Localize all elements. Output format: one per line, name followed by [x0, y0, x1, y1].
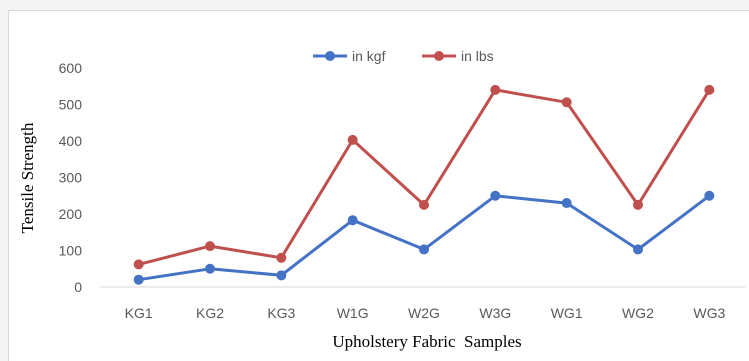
legend-marker [434, 51, 444, 61]
y-axis: 0 100 200 300 400 500 600 [59, 60, 83, 295]
legend-label: in lbs [461, 48, 494, 64]
y-tick-label: 200 [59, 206, 83, 222]
y-tick-label: 600 [59, 60, 83, 76]
y-tick-label: 300 [59, 170, 83, 186]
legend-marker [325, 51, 335, 61]
y-tick-label: 400 [59, 133, 83, 149]
data-point [561, 198, 572, 209]
x-tick-label: WG2 [622, 305, 654, 321]
data-point [419, 199, 429, 210]
x-tick-label: W2G [408, 305, 440, 321]
data-point [704, 190, 715, 201]
data-point [347, 215, 358, 226]
data-point [633, 244, 643, 255]
x-axis: KG1 KG2 KG3 W1G W2G W3G WG1 WG2 WG3 [125, 305, 726, 321]
legend-item: in kgf [313, 48, 386, 64]
data-point [490, 190, 501, 201]
x-tick-label: KG2 [196, 305, 224, 321]
data-point [276, 270, 287, 281]
data-point [133, 274, 144, 285]
legend-item: in lbs [422, 48, 494, 64]
data-point [419, 244, 429, 255]
data-point [276, 252, 287, 263]
y-tick-label: 100 [59, 243, 83, 259]
x-tick-label: W1G [337, 305, 369, 321]
plot-area [133, 84, 715, 285]
data-point [133, 259, 144, 270]
x-tick-label: WG1 [551, 305, 583, 321]
data-point [490, 84, 501, 95]
x-tick-label: W3G [479, 305, 511, 321]
data-point [205, 263, 215, 274]
series-2 [133, 84, 715, 270]
x-axis-title: Upholstery Fabric Samples [332, 332, 521, 351]
data-point [347, 134, 358, 145]
data-point [633, 199, 643, 210]
data-point [704, 84, 715, 95]
data-point [561, 97, 572, 108]
series-1 [133, 190, 715, 285]
x-tick-label: KG1 [125, 305, 153, 321]
legend: in kgf in lbs [313, 48, 494, 64]
series-line [138, 88, 711, 266]
legend-label: in kgf [352, 48, 386, 64]
x-tick-label: WG3 [693, 305, 725, 321]
x-tick-label: KG3 [267, 305, 295, 321]
y-tick-label: 500 [59, 97, 83, 113]
y-axis-title: Tensile Strength [18, 122, 37, 233]
y-tick-label: 0 [74, 279, 82, 295]
data-point [205, 241, 215, 252]
